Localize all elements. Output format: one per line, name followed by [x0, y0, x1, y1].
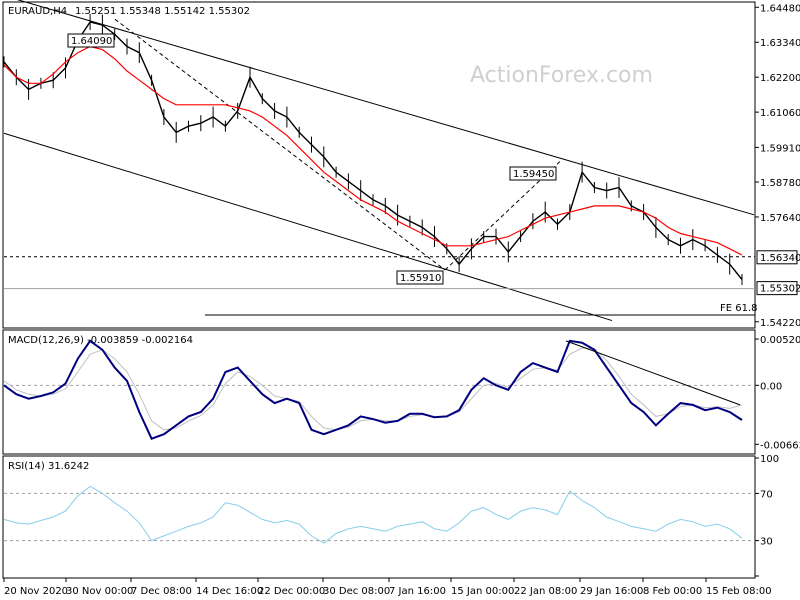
rsi-title: RSI(14) 31.6242	[8, 461, 89, 472]
label-159450-box	[509, 166, 557, 181]
macd-y-label: 0.005208	[760, 335, 800, 346]
x-label: 7 Jan 16:00	[389, 586, 446, 597]
macd-line	[3, 339, 743, 440]
fe-label: FE 61.8	[720, 303, 758, 314]
dashed-fib-line	[114, 18, 446, 271]
rsi-y-label: 70	[760, 489, 773, 500]
macd-panel-frame	[2, 329, 756, 455]
label-155910: 1.55910	[400, 273, 441, 284]
moving-average-line	[3, 45, 743, 256]
x-label: 8 Feb 00:00	[643, 586, 702, 597]
x-label: 22 Dec 00:00	[258, 586, 325, 597]
rsi-y-label: 100	[760, 454, 779, 465]
rsi-y-label: 30	[760, 537, 773, 548]
price-y-label: 1.59910	[760, 143, 800, 154]
channel-upper-line	[16, 0, 755, 216]
x-label: 15 Feb 08:00	[706, 586, 772, 597]
x-label: 30 Nov 00:00	[66, 586, 133, 597]
symbol-label: EURAUD,H4	[8, 6, 67, 17]
x-label: 7 Dec 08:00	[131, 586, 192, 597]
price-box-156340: 1.56340	[760, 253, 800, 264]
price-y-label: 1.61060	[760, 108, 800, 119]
price-y-label: 1.64480	[760, 3, 800, 14]
x-label: 30 Dec 08:00	[323, 586, 390, 597]
rsi-panel-frame	[2, 455, 756, 579]
macd-signal-line	[3, 347, 743, 431]
x-label: 15 Jan 00:00	[451, 586, 514, 597]
price-series-line	[3, 21, 743, 280]
price-y-label: 1.63340	[760, 38, 800, 49]
price-y-label: 1.57640	[760, 213, 800, 224]
price-box-156340-box	[756, 250, 798, 265]
x-label: 20 Nov 2020	[4, 586, 68, 597]
macd-y-label: 0.00	[760, 381, 782, 392]
x-label: 22 Jan 08:00	[514, 586, 577, 597]
price-box-current-bg	[756, 281, 798, 296]
price-y-label: 1.54220	[760, 318, 800, 329]
rsi-line	[3, 485, 743, 544]
macd-title: MACD(12,26,9) -0.003859 -0.002164	[8, 335, 193, 346]
macd-trendline	[565, 340, 741, 406]
price-panel-frame	[2, 1, 756, 329]
price-box-current: 1.55302	[760, 284, 800, 295]
x-label: 14 Dec 16:00	[196, 586, 263, 597]
price-y-label: 1.62200	[760, 73, 800, 84]
ohlc-values: 1.55251 1.55348 1.55142 1.55302	[75, 6, 250, 17]
macd-y-label: -0.006631	[760, 440, 800, 451]
label-164090-box	[67, 33, 115, 48]
channel-lower-line	[3, 132, 613, 322]
dashed-rebound-line	[444, 161, 561, 271]
label-155910-box	[396, 270, 444, 285]
x-label: 29 Jan 16:00	[580, 586, 643, 597]
label-164090: 1.64090	[71, 36, 112, 47]
label-159450: 1.59450	[513, 169, 554, 180]
watermark: ActionForex.com	[470, 63, 653, 88]
price-y-label: 1.58780	[760, 178, 800, 189]
